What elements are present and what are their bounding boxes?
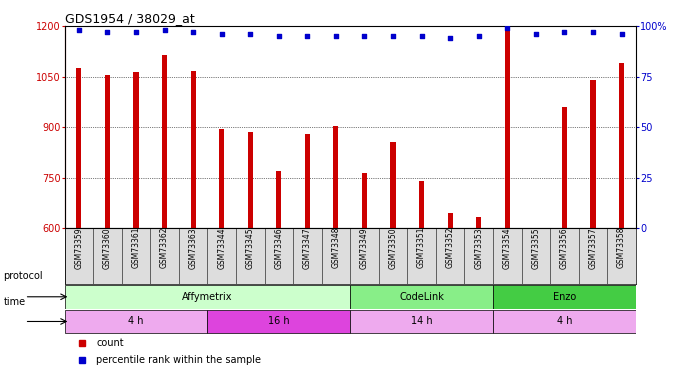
Bar — [333, 126, 339, 228]
Point — [616, 32, 627, 38]
Point — [131, 29, 141, 35]
Point — [302, 33, 313, 39]
Point — [73, 27, 84, 33]
Bar — [162, 55, 167, 228]
Bar — [447, 213, 453, 228]
Point — [559, 29, 570, 35]
Text: GDS1954 / 38029_at: GDS1954 / 38029_at — [65, 12, 194, 25]
Bar — [190, 71, 196, 228]
Bar — [505, 30, 510, 228]
Bar — [390, 142, 396, 228]
Bar — [476, 216, 481, 228]
Point — [359, 33, 370, 39]
Bar — [76, 68, 82, 228]
Point — [188, 29, 199, 35]
Point — [445, 35, 456, 41]
Bar — [562, 107, 567, 228]
Point — [216, 32, 227, 38]
Bar — [219, 129, 224, 228]
Text: time: time — [3, 297, 26, 307]
Bar — [493, 310, 636, 333]
Text: 16 h: 16 h — [268, 316, 290, 327]
Bar — [65, 285, 350, 309]
Text: Enzo: Enzo — [553, 292, 576, 302]
Bar — [590, 80, 596, 228]
Point — [330, 33, 341, 39]
Bar — [276, 171, 282, 228]
Bar — [207, 310, 350, 333]
Point — [588, 29, 598, 35]
Bar — [350, 285, 493, 309]
Text: 14 h: 14 h — [411, 316, 432, 327]
Point — [245, 32, 256, 38]
Point — [159, 27, 170, 33]
Bar — [305, 134, 310, 228]
Bar — [133, 72, 139, 228]
Bar — [362, 173, 367, 228]
Text: percentile rank within the sample: percentile rank within the sample — [96, 355, 261, 365]
Bar — [619, 63, 624, 228]
Point — [388, 33, 398, 39]
Bar — [65, 310, 207, 333]
Text: Affymetrix: Affymetrix — [182, 292, 233, 302]
Point — [473, 33, 484, 39]
Text: 4 h: 4 h — [129, 316, 143, 327]
Bar — [350, 310, 493, 333]
Text: protocol: protocol — [3, 271, 43, 280]
Point — [416, 33, 427, 39]
Point — [102, 29, 113, 35]
Text: CodeLink: CodeLink — [399, 292, 444, 302]
Text: 4 h: 4 h — [557, 316, 572, 327]
Point — [530, 32, 541, 38]
Bar — [493, 285, 636, 309]
Text: count: count — [96, 338, 124, 348]
Point — [273, 33, 284, 39]
Point — [502, 25, 513, 31]
Bar — [105, 75, 110, 228]
Bar — [419, 181, 424, 228]
Bar — [248, 132, 253, 228]
